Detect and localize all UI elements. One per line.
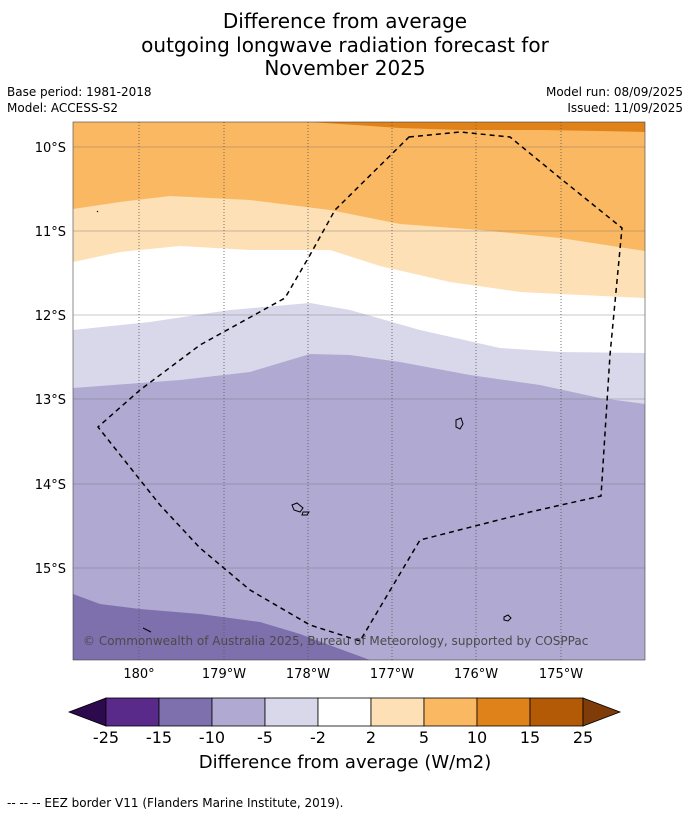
lon-label: 178°W	[286, 667, 330, 682]
band-plus5-plus10	[73, 122, 645, 251]
lat-label: 15°S	[35, 562, 66, 577]
colorbar-tick-label: 10	[466, 728, 488, 747]
issued-text: Issued: 11/09/2025	[567, 101, 683, 115]
colorbar-segment	[370, 697, 425, 727]
colorbar	[67, 697, 622, 727]
lat-label: 10°S	[35, 141, 66, 156]
lon-label: 179°W	[202, 667, 246, 682]
colorbar-tick-label: 5	[418, 728, 430, 747]
lon-label: 175°W	[539, 667, 583, 682]
colorbar-tick-label: 25	[572, 728, 594, 747]
copyright-text: © Commonwealth of Australia 2025, Bureau…	[83, 634, 588, 648]
eez-footnote: -- -- -- EEZ border V11 (Flanders Marine…	[7, 796, 344, 810]
colorbar-segment	[264, 697, 319, 727]
longitude-labels: 180° 179°W 178°W 177°W 176°W 175°W	[123, 667, 583, 682]
colorbar-tick-label: -15	[145, 728, 173, 747]
lat-label: 11°S	[35, 225, 66, 240]
title-line-2: outgoing longwave radiation forecast for	[141, 33, 549, 57]
island-west	[291, 502, 304, 513]
colorbar-segment	[158, 697, 213, 727]
lat-label: 13°S	[35, 393, 66, 408]
colorbar-extend-high	[582, 697, 622, 727]
colorbar-tick-label: -25	[92, 728, 120, 747]
eez-border	[96, 131, 623, 642]
lat-label: 12°S	[35, 309, 66, 324]
band-minus15-minus10	[73, 594, 370, 660]
base-period-text: Base period: 1981-2018	[7, 85, 152, 99]
title-line-1: Difference from average	[222, 9, 468, 33]
map-frame	[72, 121, 646, 661]
colorbar-segment	[105, 697, 160, 727]
island-north	[455, 417, 464, 430]
island-southwest	[142, 627, 152, 633]
lon-label: 176°W	[454, 667, 498, 682]
colorbar-tick-label: -5	[257, 728, 273, 747]
colorbar-segment	[529, 697, 584, 727]
lon-label: 180°	[123, 667, 154, 682]
lat-label: 14°S	[35, 478, 66, 493]
colorbar-tick-label: 15	[519, 728, 541, 747]
colorbar-segment	[476, 697, 531, 727]
latitude-gridlines	[73, 146, 645, 569]
band-plus10-plus15	[310, 122, 645, 132]
colorbar-extend-low	[67, 697, 107, 727]
lon-label: 177°W	[370, 667, 414, 682]
colorbar-tick-label: -2	[310, 728, 326, 747]
island-west-islet	[301, 511, 310, 516]
latitude-labels: 10°S 11°S 12°S 13°S 14°S 15°S	[35, 141, 66, 577]
model-text: Model: ACCESS-S2	[7, 101, 119, 115]
island-south	[503, 614, 512, 622]
colorbar-tick-label: -10	[198, 728, 226, 747]
colorbar-segment	[423, 697, 478, 727]
model-run-text: Model run: 08/09/2025	[545, 85, 683, 99]
colorbar-segment	[211, 697, 266, 727]
island-northwest	[96, 210, 99, 213]
colorbar-label: Difference from average (W/m2)	[198, 752, 492, 773]
colorbar-tick-label: 2	[365, 728, 377, 747]
colorbar-segment	[317, 697, 372, 727]
title-line-3: November 2025	[264, 56, 426, 80]
islands	[96, 210, 512, 633]
map-panel: © Commonwealth of Australia 2025, Bureau…	[73, 122, 645, 660]
